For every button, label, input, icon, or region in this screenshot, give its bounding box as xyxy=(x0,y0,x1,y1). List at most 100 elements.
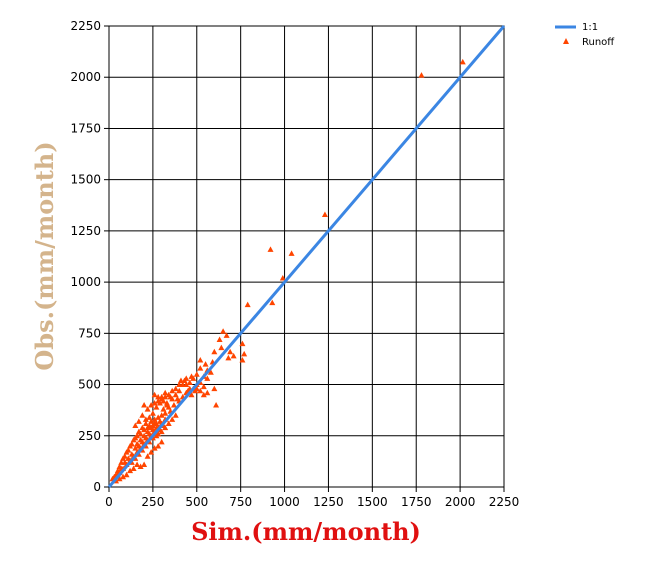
runoff-point xyxy=(134,440,141,447)
runoff-point xyxy=(176,387,183,394)
runoff-point xyxy=(148,449,155,455)
y-tick-label: 2250 xyxy=(70,19,101,33)
x-axis-title: Sim.(mm/month) xyxy=(191,517,421,546)
runoff-point xyxy=(134,461,141,467)
y-axis-ticks: 0 250 500 750 1000 1250 1500 1750 2000 2250 xyxy=(70,19,109,494)
runoff-point xyxy=(130,465,137,472)
runoff-point xyxy=(202,361,209,367)
runoff-point xyxy=(216,336,223,342)
runoff-point xyxy=(142,420,149,426)
runoff-points xyxy=(109,58,466,484)
runoff-point xyxy=(149,410,156,416)
runoff-point xyxy=(200,383,207,390)
runoff-point xyxy=(139,412,146,418)
runoff-point xyxy=(225,354,232,361)
runoff-point xyxy=(148,402,155,408)
runoff-point xyxy=(155,393,162,400)
runoff-point xyxy=(279,275,286,281)
runoff-point xyxy=(153,432,160,439)
runoff-point xyxy=(127,443,134,449)
runoff-point xyxy=(183,381,190,388)
runoff-point xyxy=(230,352,237,359)
y-tick-label: 1250 xyxy=(70,224,101,238)
runoff-point xyxy=(218,344,225,351)
runoff-point xyxy=(148,418,155,424)
runoff-point xyxy=(288,250,295,256)
runoff-point xyxy=(146,414,153,420)
x-tick-label: 750 xyxy=(229,495,252,509)
runoff-point xyxy=(135,418,142,424)
runoff-point xyxy=(204,375,211,381)
x-tick-label: 0 xyxy=(105,495,113,509)
runoff-point xyxy=(197,365,204,371)
y-tick-label: 1500 xyxy=(70,173,101,187)
runoff-point xyxy=(165,391,172,398)
runoff-point xyxy=(169,416,176,422)
runoff-point xyxy=(172,391,179,398)
x-tick-label: 500 xyxy=(185,495,208,509)
runoff-point xyxy=(153,404,160,410)
runoff-point xyxy=(148,424,155,431)
x-tick-label: 2250 xyxy=(489,495,520,509)
runoff-point xyxy=(128,451,135,457)
runoff-point xyxy=(158,438,165,445)
legend: 1:1 Runoff xyxy=(555,22,615,48)
runoff-point xyxy=(158,395,165,402)
runoff-point xyxy=(123,449,130,455)
runoff-point xyxy=(151,416,158,422)
runoff-point xyxy=(144,428,151,435)
runoff-point xyxy=(141,432,148,439)
runoff-point xyxy=(204,389,211,396)
runoff-point xyxy=(321,211,328,217)
runoff-point xyxy=(193,385,200,392)
x-axis-ticks: 0 250 500 750 1000 1250 1500 1750 2000 2250 xyxy=(105,487,519,509)
runoff-point xyxy=(213,402,220,408)
y-tick-label: 750 xyxy=(78,326,101,340)
runoff-point xyxy=(172,412,179,418)
runoff-point xyxy=(137,436,144,443)
x-tick-label: 2000 xyxy=(445,495,476,509)
legend-marker-swatch xyxy=(563,38,569,44)
y-tick-label: 1000 xyxy=(70,275,101,289)
runoff-point xyxy=(158,412,165,418)
runoff-point xyxy=(155,397,162,404)
runoff-point xyxy=(130,436,137,443)
runoff-point xyxy=(132,445,139,451)
x-tick-label: 1750 xyxy=(401,495,432,509)
runoff-point xyxy=(137,463,144,470)
y-axis-title: Obs.(mm/month) xyxy=(30,141,59,370)
runoff-point xyxy=(227,348,234,355)
runoff-point xyxy=(197,387,204,394)
plot-frame xyxy=(108,25,505,488)
one-to-one-line xyxy=(107,25,506,488)
y-tick-label: 0 xyxy=(93,480,101,494)
runoff-point xyxy=(132,422,139,429)
runoff-point xyxy=(186,379,193,386)
runoff-point xyxy=(220,328,227,334)
runoff-point xyxy=(162,389,169,396)
runoff-point xyxy=(172,385,179,392)
runoff-point xyxy=(239,356,246,363)
legend-label-runoff: Runoff xyxy=(582,37,615,48)
runoff-point xyxy=(120,473,127,480)
y-tick-label: 1750 xyxy=(70,121,101,135)
runoff-point xyxy=(267,246,274,252)
runoff-point xyxy=(151,445,158,451)
legend-label-line: 1:1 xyxy=(582,22,598,33)
runoff-point xyxy=(197,356,204,363)
x-tick-label: 1500 xyxy=(357,495,388,509)
runoff-point xyxy=(211,385,218,392)
runoff-point xyxy=(120,455,127,461)
runoff-point xyxy=(139,424,146,431)
x-tick-label: 1250 xyxy=(313,495,344,509)
runoff-point xyxy=(135,428,142,435)
runoff-point xyxy=(141,461,148,467)
runoff-point xyxy=(121,459,128,465)
runoff-point xyxy=(123,471,130,478)
runoff-point xyxy=(144,406,151,412)
runoff-point xyxy=(459,58,466,65)
runoff-point xyxy=(207,369,214,375)
runoff-point xyxy=(160,406,167,412)
runoff-point xyxy=(165,420,172,426)
